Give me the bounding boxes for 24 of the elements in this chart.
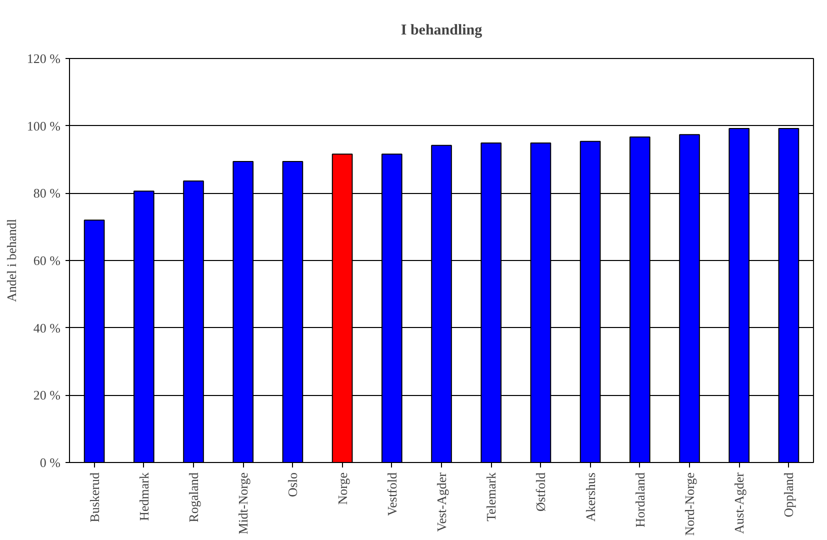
y-tick-label: 80 % (33, 186, 61, 201)
x-tick-label: Akershus (582, 472, 598, 522)
x-tick-label: Midt-Norge (236, 472, 251, 534)
x-tick-label: Hedmark (136, 472, 152, 521)
x-tick-label: Vestfold (384, 472, 400, 516)
y-tick-label: 40 % (33, 320, 61, 336)
y-tick-label: 100 % (26, 118, 61, 134)
x-tick-label: Oppland (781, 472, 796, 518)
x-tick-label: Telemark (484, 472, 499, 522)
y-axis-title: Andel i behandl (4, 218, 19, 302)
y-tick-label: 120 % (26, 51, 61, 66)
x-tick-label: Rogaland (186, 472, 201, 522)
x-tick-label: Nord-Norge (682, 472, 697, 536)
x-tick-label: Oslo (285, 472, 300, 498)
y-tick-label: 0 % (40, 455, 61, 470)
x-tick-label: Vest-Agder (434, 472, 449, 532)
x-tick-label: Aust-Agder (732, 472, 747, 534)
x-tick-label: Hordaland (632, 472, 648, 528)
chart-title: I behandling (400, 22, 483, 38)
x-tick-label: Østfold (533, 472, 548, 512)
y-tick-label: 20 % (33, 388, 61, 403)
y-tick-label: 60 % (33, 253, 61, 268)
x-tick-label: Buskerud (86, 472, 102, 522)
x-tick-label: Norge (334, 472, 350, 505)
